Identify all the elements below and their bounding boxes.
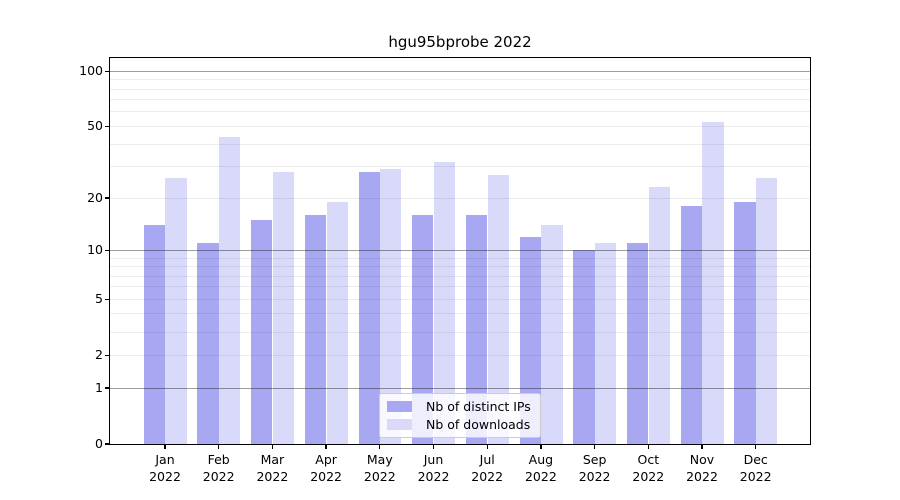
x-tick-label: Feb 2022 bbox=[202, 452, 235, 484]
x-tick-label: Jan 2022 bbox=[149, 452, 181, 484]
bar-distinct-ips bbox=[519, 236, 541, 444]
y-tick-mark bbox=[105, 298, 109, 300]
y-tick-label: 1 bbox=[95, 380, 103, 395]
y-tick-mark bbox=[105, 70, 109, 72]
y-tick-label: 20 bbox=[87, 190, 103, 206]
y-tick-mark bbox=[105, 354, 109, 356]
x-tick-mark bbox=[164, 444, 166, 449]
minor-gridline bbox=[110, 298, 810, 300]
x-tick-label: May 2022 bbox=[363, 452, 396, 484]
minor-gridline bbox=[110, 125, 810, 127]
y-tick-mark bbox=[105, 249, 109, 251]
minor-gridline bbox=[110, 257, 810, 259]
legend-swatch-distinct-ips bbox=[387, 401, 412, 412]
bar-downloads bbox=[702, 121, 724, 444]
bar-downloads bbox=[219, 136, 241, 444]
bar-downloads bbox=[380, 169, 402, 444]
y-tick-mark bbox=[105, 387, 109, 389]
bar-distinct-ips bbox=[412, 215, 434, 444]
major-gridline bbox=[110, 70, 810, 72]
legend-label-downloads: Nb of downloads bbox=[426, 417, 531, 432]
x-tick-label: Nov 2022 bbox=[686, 452, 718, 484]
bar-distinct-ips bbox=[143, 225, 165, 444]
bar-downloads bbox=[595, 243, 617, 444]
bar-downloads bbox=[756, 177, 778, 444]
y-tick-label: 2 bbox=[95, 347, 103, 363]
minor-gridline bbox=[110, 354, 810, 356]
legend-swatch-downloads bbox=[387, 419, 412, 430]
legend-item-distinct-ips: Nb of distinct IPs bbox=[387, 399, 531, 414]
legend-item-downloads: Nb of downloads bbox=[387, 417, 531, 432]
minor-gridline bbox=[110, 197, 810, 199]
bar-downloads bbox=[433, 161, 456, 444]
x-tick-mark bbox=[271, 444, 274, 449]
x-tick-label: Aug 2022 bbox=[524, 452, 557, 484]
minor-gridline bbox=[110, 166, 810, 168]
x-tick-mark bbox=[432, 444, 435, 449]
y-tick-mark bbox=[105, 125, 109, 128]
x-tick-mark bbox=[593, 444, 596, 449]
bar-downloads bbox=[326, 202, 348, 444]
y-tick-label: 0 bbox=[95, 436, 103, 451]
bar-downloads bbox=[541, 225, 563, 444]
minor-gridline bbox=[110, 266, 810, 267]
chart-title: hgu95bprobe 2022 bbox=[388, 33, 532, 51]
legend: Nb of distinct IPs Nb of downloads bbox=[379, 393, 541, 438]
x-tick-label: Mar 2022 bbox=[256, 452, 289, 484]
bar-distinct-ips bbox=[358, 171, 380, 444]
bar-distinct-ips bbox=[573, 250, 595, 444]
x-tick-mark bbox=[540, 444, 542, 449]
x-tick-mark bbox=[218, 444, 220, 449]
minor-gridline bbox=[110, 286, 810, 288]
minor-gridline bbox=[110, 99, 810, 101]
legend-label-distinct-ips: Nb of distinct IPs bbox=[426, 399, 531, 414]
x-tick-label: Dec 2022 bbox=[739, 452, 772, 484]
bar-distinct-ips bbox=[680, 206, 702, 444]
y-tick-mark bbox=[105, 443, 109, 445]
plot-area: Nb of distinct IPs Nb of downloads bbox=[109, 57, 811, 445]
x-tick-mark bbox=[486, 444, 488, 449]
y-tick-label: 100 bbox=[79, 63, 103, 79]
bar-distinct-ips bbox=[251, 220, 273, 444]
bar-downloads bbox=[165, 177, 187, 444]
x-tick-mark bbox=[647, 444, 649, 449]
bar-distinct-ips bbox=[734, 202, 756, 444]
x-tick-label: Jun 2022 bbox=[417, 452, 450, 484]
bar-distinct-ips bbox=[197, 243, 219, 444]
y-tick-label: 10 bbox=[87, 242, 103, 258]
y-tick-label: 50 bbox=[87, 118, 103, 134]
x-tick-label: Apr 2022 bbox=[310, 452, 342, 484]
bar-distinct-ips bbox=[304, 215, 327, 444]
x-tick-mark bbox=[379, 444, 381, 449]
x-tick-mark bbox=[325, 444, 327, 449]
x-tick-mark bbox=[755, 444, 757, 449]
x-tick-label: Jul 2022 bbox=[471, 452, 504, 484]
minor-gridline bbox=[110, 111, 810, 113]
y-tick-mark bbox=[105, 197, 109, 199]
minor-gridline bbox=[110, 331, 810, 333]
minor-gridline bbox=[110, 143, 810, 145]
minor-gridline bbox=[110, 313, 810, 315]
major-gridline bbox=[110, 249, 810, 251]
x-tick-mark bbox=[701, 444, 703, 449]
x-tick-label: Oct 2022 bbox=[632, 452, 665, 484]
bar-distinct-ips bbox=[465, 215, 488, 444]
major-gridline bbox=[110, 387, 810, 389]
minor-gridline bbox=[110, 88, 810, 90]
minor-gridline bbox=[110, 79, 810, 81]
bar-downloads bbox=[487, 174, 509, 444]
y-tick-label: 5 bbox=[95, 291, 103, 307]
x-tick-label: Sep 2022 bbox=[578, 452, 611, 484]
bar-downloads bbox=[648, 187, 670, 444]
minor-gridline bbox=[110, 275, 810, 277]
bar-distinct-ips bbox=[627, 243, 649, 444]
bar-downloads bbox=[272, 171, 295, 444]
